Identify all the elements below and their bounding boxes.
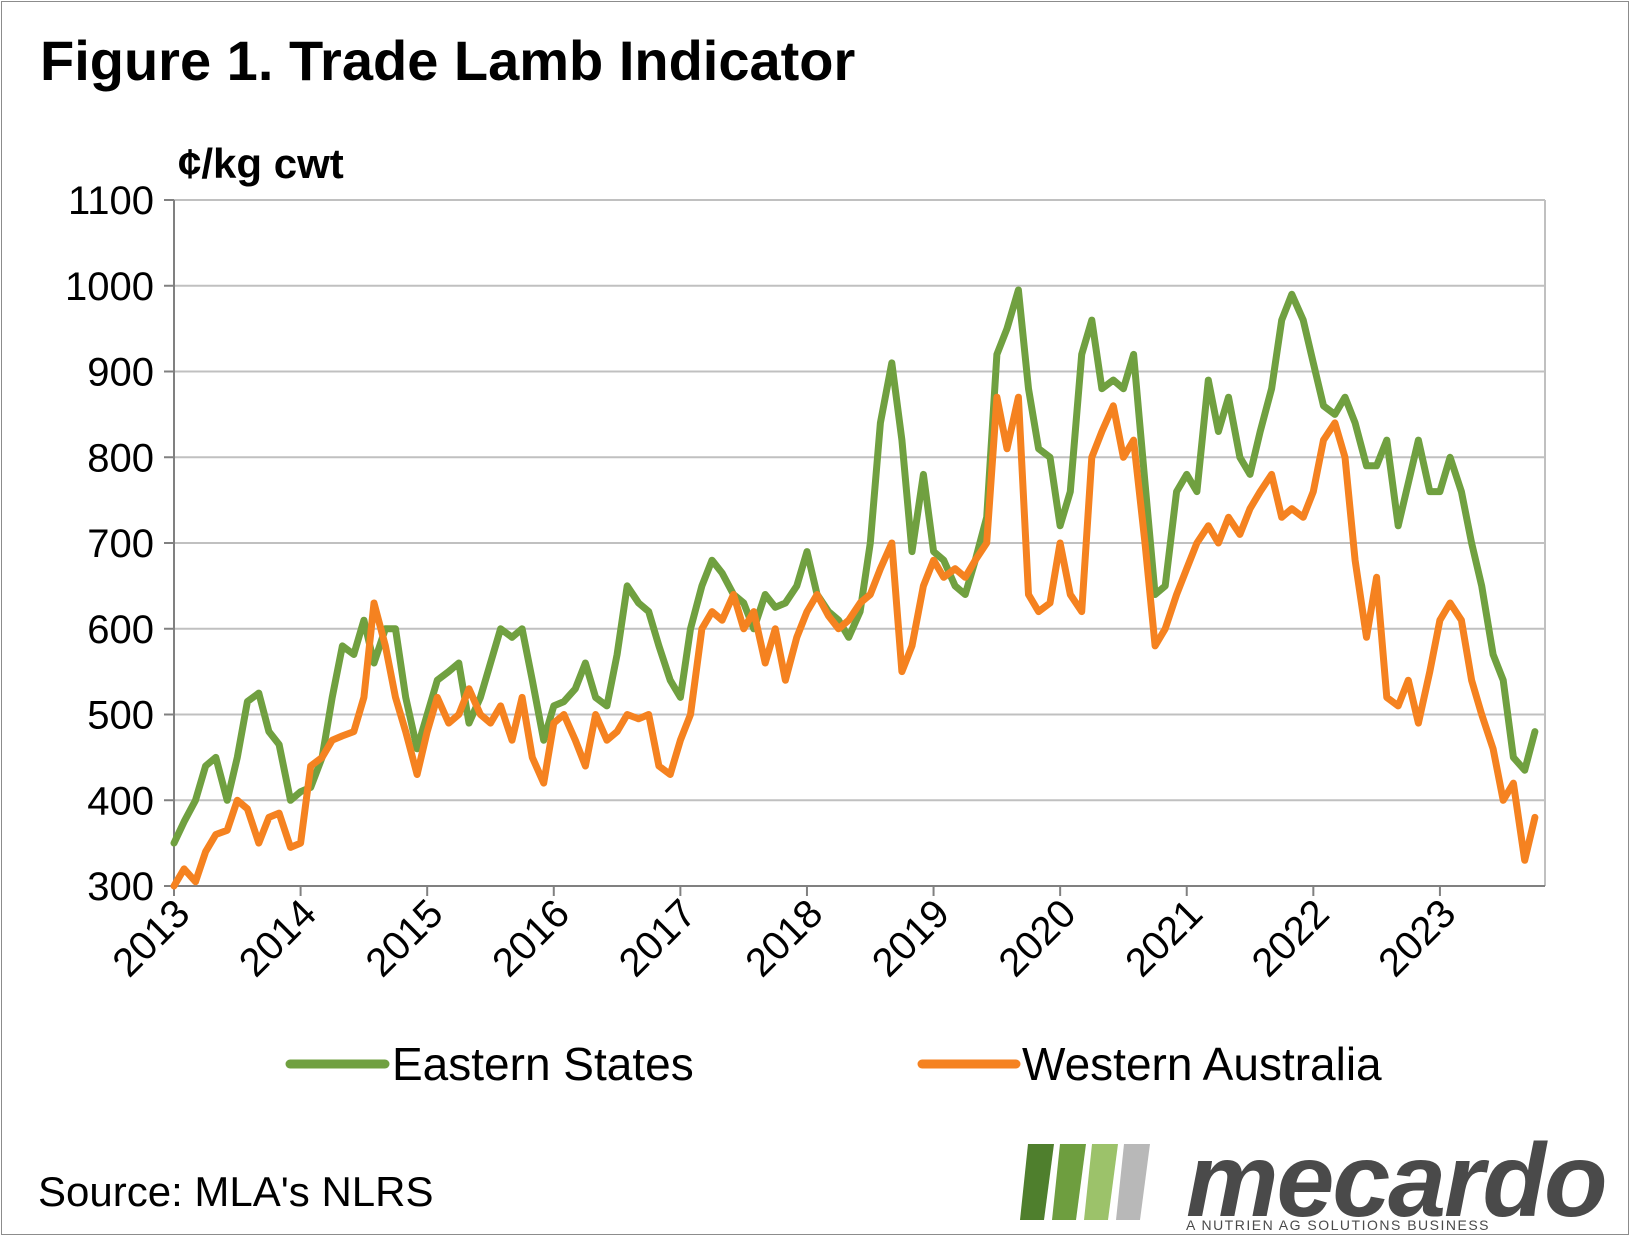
- mecardo-logo-wordmark: mecardo: [1186, 1123, 1608, 1239]
- x-tick-label: 2017: [611, 891, 705, 985]
- x-tick-label: 2016: [484, 891, 578, 985]
- y-tick-label: 800: [87, 436, 154, 480]
- y-axis-unit-label: ¢/kg cwt: [178, 140, 344, 187]
- y-tick-label: 700: [87, 522, 154, 566]
- legend-label: Eastern States: [392, 1038, 694, 1090]
- legend: Eastern States Western Australia: [285, 1038, 1382, 1090]
- legend-label: Western Australia: [1022, 1038, 1382, 1090]
- y-tick-label: 1100: [68, 179, 154, 223]
- y-tick-label: 600: [87, 608, 154, 652]
- series-lines: [170, 286, 1539, 890]
- x-tick-label: 2015: [358, 891, 452, 985]
- chart-title: Figure 1. Trade Lamb Indicator: [40, 29, 856, 92]
- source-note: Source: MLA's NLRS: [38, 1168, 434, 1215]
- mecardo-logo-tagline: A NUTRIEN AG SOLUTIONS BUSINESS: [1186, 1217, 1491, 1233]
- x-tick-label: 2020: [990, 891, 1084, 985]
- series-line-eastern-states: [170, 286, 1539, 847]
- y-tick-label: 1000: [65, 265, 154, 309]
- x-tick-label: 2021: [1117, 891, 1211, 985]
- y-tick-label: 400: [87, 779, 154, 823]
- series-line-western-australia: [170, 393, 1539, 890]
- gridlines: [174, 199, 1545, 802]
- x-tick-label: 2014: [231, 891, 325, 985]
- y-tick-label: 900: [87, 351, 154, 395]
- x-tick-label: 2019: [864, 891, 958, 985]
- x-tick-label: 2022: [1244, 891, 1338, 985]
- y-tick-label: 500: [87, 694, 154, 738]
- y-tick-label: 300: [87, 865, 154, 909]
- mecardo-logo-mark: [1020, 1144, 1150, 1220]
- x-tick-label: 2023: [1370, 891, 1464, 985]
- x-tick-label: 2018: [737, 891, 831, 985]
